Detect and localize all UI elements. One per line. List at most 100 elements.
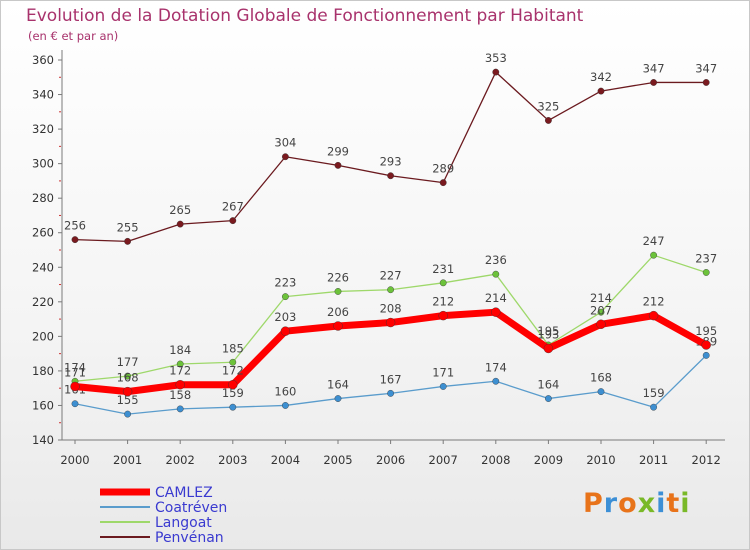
y-tick-label: 160: [32, 398, 54, 412]
data-label: 195: [537, 324, 559, 338]
series-langoat: 174 177 184 185 223 226 227 231 236 195 214 247 237: [64, 234, 717, 385]
x-tick-label: 2000: [60, 453, 89, 467]
data-point: [334, 161, 342, 169]
data-point: [596, 319, 606, 329]
y-tick-label: 180: [32, 364, 54, 378]
chart-subtitle: (en € et par an): [28, 29, 118, 43]
data-label: 184: [169, 343, 191, 357]
data-label: 207: [590, 303, 612, 317]
data-label: 168: [117, 371, 139, 385]
data-label: 293: [380, 155, 402, 169]
data-label: 353: [485, 51, 507, 65]
legend-label: Coatréven: [155, 500, 227, 516]
data-label: 174: [64, 360, 86, 374]
logo-letter: i: [680, 488, 691, 519]
data-point: [597, 388, 605, 396]
x-tick-label: 2012: [692, 453, 721, 467]
data-label: 226: [327, 270, 349, 284]
data-point: [281, 293, 289, 301]
data-label: 223: [274, 276, 296, 290]
data-label: 255: [117, 220, 139, 234]
data-label: 247: [643, 234, 665, 248]
data-label: 171: [64, 365, 86, 379]
x-tick-label: 2009: [534, 453, 563, 467]
data-point: [545, 117, 552, 124]
data-point: [228, 380, 238, 390]
data-point: [333, 321, 343, 331]
data-label: 347: [695, 61, 717, 75]
y-tick-label: 140: [32, 433, 54, 447]
data-point: [597, 87, 605, 95]
data-label: 237: [695, 251, 717, 265]
logo-letter: P: [583, 488, 604, 519]
data-label: 236: [485, 253, 507, 267]
data-label: 227: [380, 269, 402, 283]
data-point: [543, 343, 554, 354]
y-tick-label: 300: [32, 157, 54, 171]
data-label: 167: [380, 372, 402, 386]
data-label: 160: [274, 384, 296, 398]
data-point: [387, 172, 394, 180]
y-tick-label: 220: [32, 295, 54, 309]
series-layer: 256 255 265 267 304 299 293 289 353 325 342 347 347 1…: [64, 51, 717, 418]
data-point: [439, 179, 447, 187]
data-label: 212: [432, 295, 454, 309]
data-point: [334, 395, 342, 402]
logo-letter: r: [603, 488, 619, 519]
data-point: [701, 340, 711, 350]
data-point: [439, 383, 447, 390]
data-label: 325: [537, 99, 559, 113]
y-tick-label: 360: [32, 53, 54, 67]
data-point: [387, 389, 394, 397]
data-point: [438, 310, 448, 321]
data-point: [71, 236, 79, 244]
y-tick-label: 280: [32, 191, 54, 205]
data-point: [229, 358, 237, 366]
logo-letter: x: [637, 488, 657, 519]
series-penvnan: 256 255 265 267 304 299 293 289 353 325 342 347 347: [64, 51, 717, 245]
data-point: [176, 405, 184, 413]
data-point: [176, 220, 184, 228]
logo-letter: i: [656, 488, 667, 519]
data-label: 195: [695, 324, 717, 338]
x-tick-label: 2005: [323, 453, 352, 467]
x-tick-label: 2006: [376, 453, 405, 467]
data-point: [387, 286, 394, 294]
data-point: [280, 326, 291, 336]
data-label: 304: [274, 136, 296, 150]
data-label: 159: [643, 386, 665, 400]
data-label: 299: [327, 144, 349, 158]
data-point: [385, 317, 396, 328]
data-point: [175, 380, 185, 390]
data-point: [648, 310, 659, 321]
y-tick-label: 200: [32, 329, 54, 343]
data-point: [176, 360, 184, 368]
data-label: 193: [537, 327, 559, 341]
proxiti-logo: Proxiti: [583, 488, 691, 519]
data-point: [281, 402, 289, 409]
data-label: 171: [432, 365, 454, 379]
x-tick-label: 2002: [166, 453, 195, 467]
legend-label: CAMLEZ: [155, 485, 213, 501]
data-label: 231: [432, 262, 454, 276]
legend-label: Langoat: [155, 515, 212, 531]
legend-label: Penvénan: [155, 530, 224, 546]
data-point: [229, 217, 237, 225]
logo-letter: t: [666, 488, 681, 519]
data-point: [545, 395, 552, 402]
data-point: [229, 403, 237, 411]
x-tick-label: 2007: [429, 453, 458, 467]
data-label: 267: [222, 200, 244, 214]
data-point: [702, 79, 710, 86]
data-point: [702, 351, 710, 359]
data-point: [71, 400, 79, 408]
y-tick-label: 240: [32, 260, 54, 274]
x-tick-label: 2001: [113, 453, 142, 467]
axes: 140 160 180 200 220 240 260 280 300 320 340 360 2000…: [32, 50, 725, 467]
data-point: [492, 377, 500, 385]
data-point: [492, 68, 500, 76]
data-label: 174: [485, 360, 507, 374]
